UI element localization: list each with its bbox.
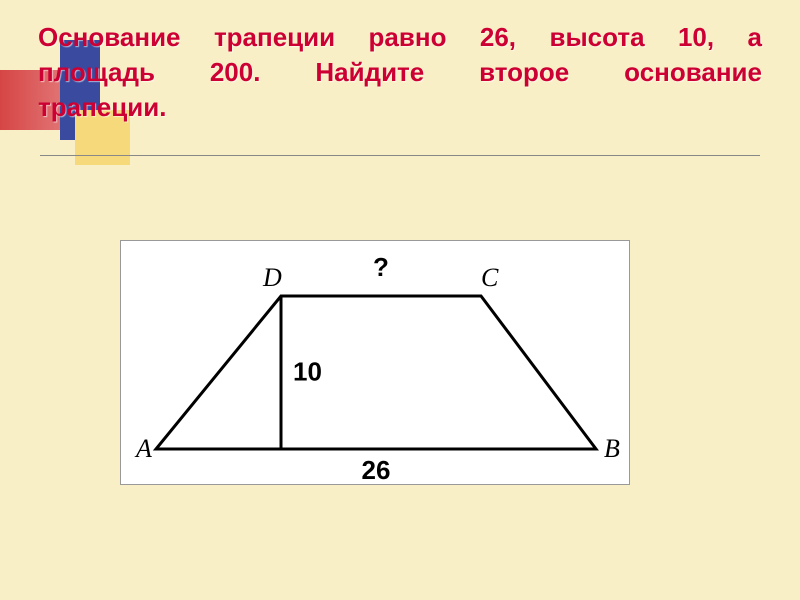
- trapezoid-svg: A B C D 10 26 ?: [121, 241, 631, 486]
- trapezoid-figure: A B C D 10 26 ?: [120, 240, 630, 485]
- label-bottom: 26: [362, 455, 391, 485]
- title-line-2: площадь 200. Найдите второе основание: [38, 55, 762, 90]
- label-A: A: [134, 434, 152, 463]
- title-line-1: Основание трапеции равно 26, высота 10, …: [38, 20, 762, 55]
- trapezoid-shape: [156, 296, 596, 449]
- divider-line: [40, 155, 760, 156]
- label-B: B: [604, 434, 620, 463]
- title-line-3: трапеции.: [38, 90, 762, 125]
- label-D: D: [262, 263, 282, 292]
- label-C: C: [481, 263, 499, 292]
- trapezoid-path: [156, 296, 596, 449]
- problem-title: Основание трапеции равно 26, высота 10, …: [38, 20, 762, 125]
- label-height: 10: [293, 357, 322, 387]
- label-unknown: ?: [373, 252, 389, 282]
